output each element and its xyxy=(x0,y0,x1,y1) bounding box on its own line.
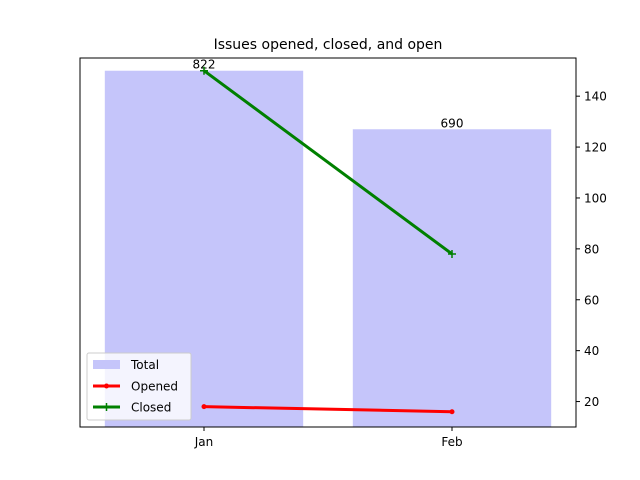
legend-label-closed: Closed xyxy=(131,401,171,415)
y-tick-label-100: 100 xyxy=(584,191,607,205)
x-tick-label-feb: Feb xyxy=(441,435,462,449)
series-line-closed xyxy=(203,69,453,256)
legend-marker-opened xyxy=(104,383,109,389)
legend-label-total: Total xyxy=(130,358,159,372)
y-tick-label-20: 20 xyxy=(584,395,599,409)
x-axis: Jan Feb xyxy=(194,427,463,449)
bar-labels-layer: 822 690 xyxy=(193,58,464,131)
y-tick-label-60: 60 xyxy=(584,293,599,307)
series-point-closed-feb xyxy=(448,249,456,258)
plot-frame xyxy=(79,57,577,428)
legend-marker-closed xyxy=(102,403,111,411)
x-tick-label-jan: Jan xyxy=(194,435,214,449)
legend-box xyxy=(86,352,192,421)
series-point-opened-feb xyxy=(449,409,455,415)
y-tick-label-40: 40 xyxy=(584,344,599,358)
series-point-opened-jan xyxy=(201,404,207,410)
lines-layer xyxy=(200,66,456,415)
bar-feb xyxy=(352,129,552,427)
series-point-closed-jan xyxy=(200,66,208,75)
y-tick-label-140: 140 xyxy=(584,90,607,104)
y-tick-label-80: 80 xyxy=(584,242,599,256)
y-tick-label-120: 120 xyxy=(584,141,607,155)
bar-label-feb: 690 xyxy=(441,116,464,130)
bar-label-jan: 822 xyxy=(193,58,216,72)
chart-title: Issues opened, closed, and open xyxy=(214,37,443,53)
series-line-opened xyxy=(203,405,453,414)
legend-swatch-total xyxy=(93,360,120,369)
legend: Total Opened Closed xyxy=(86,352,192,421)
legend-label-opened: Opened xyxy=(131,380,178,394)
y-axis-right: 20 40 60 80 100 120 140 xyxy=(576,90,607,409)
